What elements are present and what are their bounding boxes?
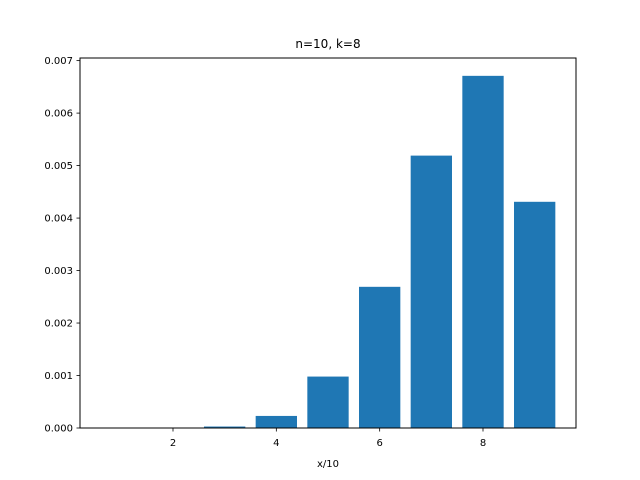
y-tick-label: 0.005 bbox=[44, 161, 73, 172]
x-tick-label: 4 bbox=[273, 438, 279, 449]
chart-title: n=10, k=8 bbox=[295, 37, 360, 51]
bar-3 bbox=[204, 426, 246, 428]
y-tick-label: 0.001 bbox=[44, 371, 73, 382]
y-tick-label: 0.006 bbox=[44, 109, 73, 120]
y-tick-label: 0.003 bbox=[44, 266, 73, 277]
x-axis-label: x/10 bbox=[317, 459, 339, 470]
bars-group bbox=[152, 75, 556, 429]
y-tick-label: 0.004 bbox=[44, 214, 73, 225]
y-tick-label: 0.007 bbox=[44, 56, 73, 67]
x-axis: 2 4 6 8 bbox=[170, 428, 486, 449]
bar-9 bbox=[514, 201, 556, 428]
bar-5 bbox=[307, 376, 349, 428]
bar-6 bbox=[359, 286, 401, 428]
plot-frame bbox=[79, 57, 577, 429]
y-tick-label: 0.000 bbox=[44, 424, 73, 435]
x-tick-label: 6 bbox=[376, 438, 382, 449]
x-tick-label: 8 bbox=[480, 438, 486, 449]
bar-8 bbox=[462, 75, 504, 429]
x-tick-label: 2 bbox=[170, 438, 176, 449]
y-tick-label: 0.002 bbox=[44, 319, 73, 330]
bar-4 bbox=[255, 415, 297, 428]
bar-7 bbox=[410, 155, 452, 429]
y-axis: 0.000 0.001 0.002 0.003 0.004 0.005 0.006 0.007 bbox=[44, 56, 80, 435]
